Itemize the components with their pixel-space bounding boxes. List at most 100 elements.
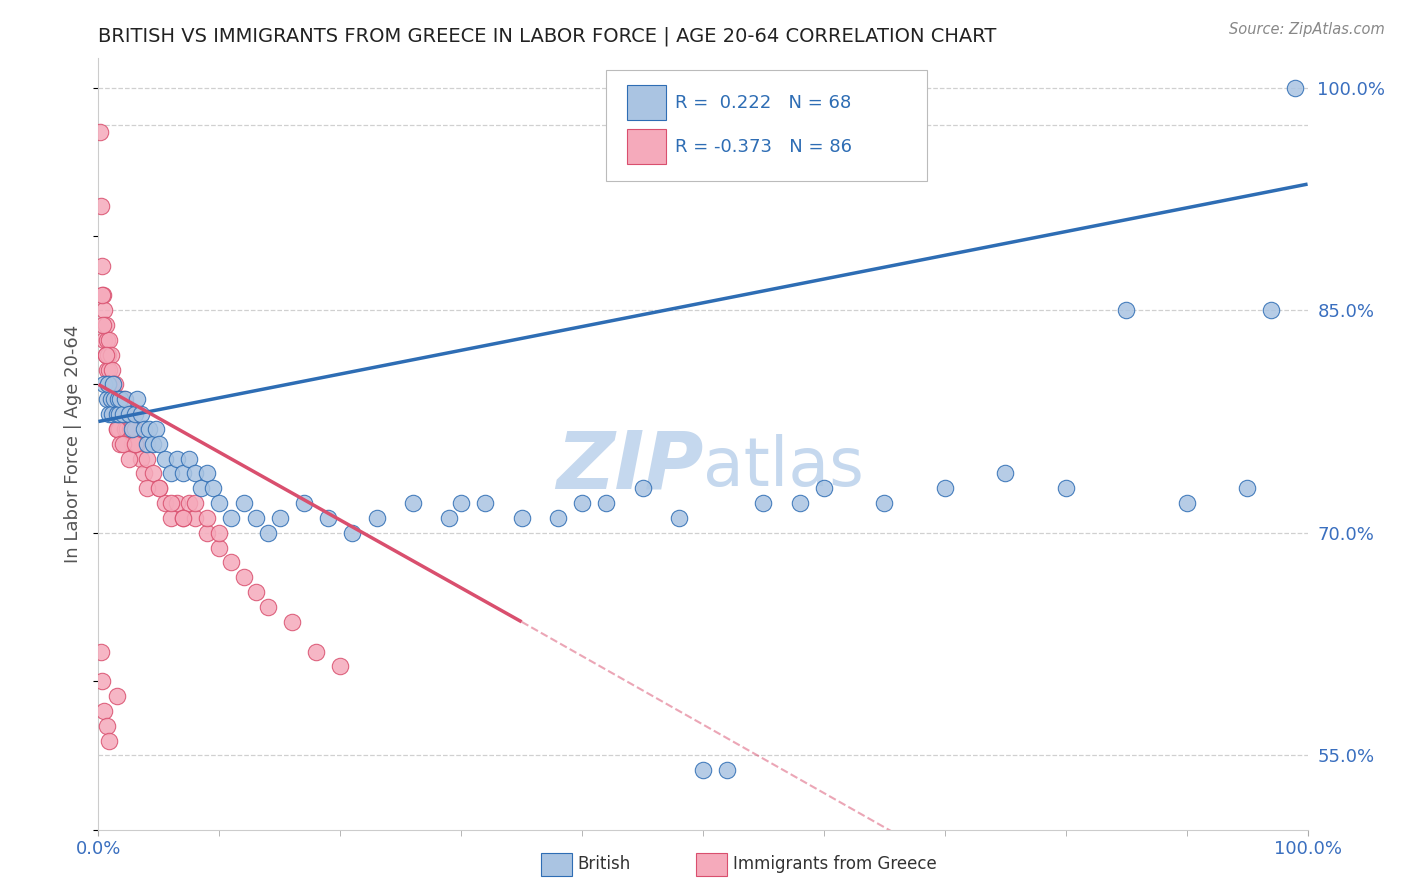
Point [160,467,183,481]
Point [121,422,143,436]
Point [91,674,114,689]
Point [100,392,122,407]
Text: ZIP: ZIP [555,428,703,506]
Point [98,407,121,421]
Point [221,511,243,525]
Point [96,392,118,407]
Point [148,481,170,495]
Point [179,451,201,466]
Point [104,377,127,392]
Point [166,451,188,466]
Point [111,407,134,421]
Point [103,392,125,407]
Point [134,422,156,436]
Point [107,392,129,407]
Point [108,392,131,407]
Point [172,511,194,525]
Point [134,467,156,481]
Point [195,525,218,540]
Point [97,348,120,362]
Point [1260,303,1282,318]
Point [342,525,364,540]
Point [108,407,131,421]
Text: British: British [578,855,631,873]
Point [98,362,121,376]
Point [118,451,141,466]
Text: R = -0.373   N = 86: R = -0.373 N = 86 [675,137,852,156]
Point [100,407,122,421]
Point [1284,80,1306,95]
Point [716,763,738,777]
Point [752,496,775,510]
Point [98,733,121,747]
Point [547,511,569,525]
Point [104,407,127,421]
Point [184,496,207,510]
Point [208,496,231,510]
Point [93,333,115,347]
Point [100,392,122,407]
Text: atlas: atlas [703,434,863,500]
Point [190,481,212,495]
Point [127,436,149,450]
Point [115,407,138,421]
Point [184,511,207,525]
Point [100,392,122,407]
Point [813,481,835,495]
Text: Immigrants from Greece: Immigrants from Greece [733,855,936,873]
Point [160,496,183,510]
Point [107,407,129,421]
Point [329,659,352,673]
Point [202,481,225,495]
Point [1054,481,1077,495]
Point [994,467,1017,481]
Point [692,763,714,777]
Point [148,481,170,495]
Point [91,288,114,302]
Point [366,511,388,525]
Point [1236,481,1258,495]
Point [450,496,472,510]
Point [101,392,124,407]
Point [595,496,617,510]
Point [118,407,141,421]
Point [110,392,132,407]
Point [142,436,165,450]
Point [118,422,141,436]
Point [91,288,114,302]
Point [96,333,118,347]
Point [105,689,128,703]
Point [221,556,243,570]
Point [89,125,111,139]
Point [108,392,131,407]
Point [114,392,136,407]
Point [107,422,129,436]
Point [98,333,121,347]
Point [135,481,157,495]
Point [97,377,120,392]
Point [934,481,956,495]
Point [105,407,128,421]
Point [232,570,254,584]
Point [108,422,131,436]
Point [153,451,176,466]
Y-axis label: In Labor Force | Age 20-64: In Labor Force | Age 20-64 [65,325,83,563]
Point [208,525,231,540]
Point [90,644,112,658]
Point [108,436,131,450]
Point [474,496,496,510]
Point [101,377,124,392]
Point [208,541,231,555]
Point [93,377,115,392]
Point [103,392,125,407]
Point [94,348,117,362]
Point [124,407,146,421]
Point [103,407,125,421]
Point [437,511,460,525]
Point [245,585,267,599]
Point [135,436,157,450]
Point [94,318,117,332]
Point [91,318,114,332]
Point [129,451,152,466]
Point [111,436,134,450]
